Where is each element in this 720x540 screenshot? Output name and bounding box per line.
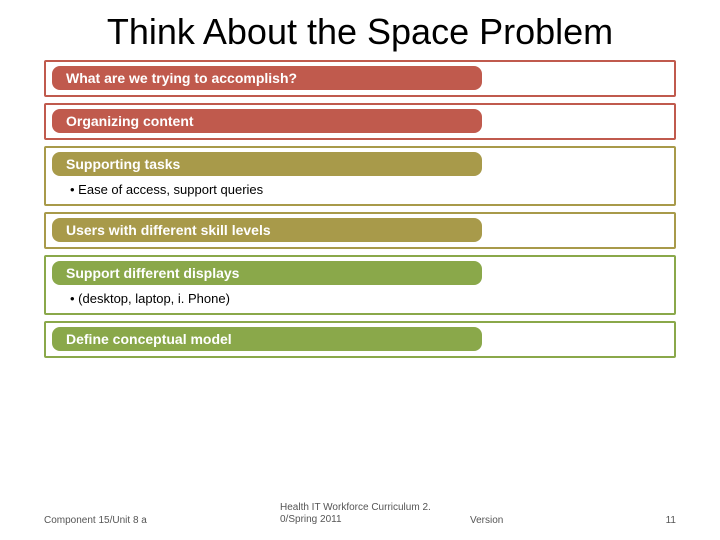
block-2: Supporting tasks • Ease of access, suppo… <box>44 146 676 206</box>
block-5: Define conceptual model <box>44 321 676 358</box>
block-pill: Define conceptual model <box>52 327 482 351</box>
block-sub-text: (desktop, laptop, i. Phone) <box>78 291 230 306</box>
block-sub: • Ease of access, support queries <box>46 176 674 199</box>
slide-title: Think About the Space Problem <box>0 0 720 60</box>
block-pill: What are we trying to accomplish? <box>52 66 482 90</box>
block-pill: Organizing content <box>52 109 482 133</box>
footer-version: Version <box>470 515 503 526</box>
block-frame: Supporting tasks • Ease of access, suppo… <box>44 146 676 206</box>
block-4: Support different displays • (desktop, l… <box>44 255 676 315</box>
block-sub-text: Ease of access, support queries <box>78 182 263 197</box>
block-1: Organizing content <box>44 103 676 140</box>
content-blocks: What are we trying to accomplish? Organi… <box>0 60 720 358</box>
block-frame: Organizing content <box>44 103 676 140</box>
block-pill: Support different displays <box>52 261 482 285</box>
block-sub: • (desktop, laptop, i. Phone) <box>46 285 674 308</box>
block-0: What are we trying to accomplish? <box>44 60 676 97</box>
block-3: Users with different skill levels <box>44 212 676 249</box>
block-frame: Define conceptual model <box>44 321 676 358</box>
block-pill: Users with different skill levels <box>52 218 482 242</box>
footer-page: 11 <box>666 515 676 526</box>
block-frame: Support different displays • (desktop, l… <box>44 255 676 315</box>
block-frame: Users with different skill levels <box>44 212 676 249</box>
footer-center: Health IT Workforce Curriculum 2. 0/Spri… <box>280 502 460 526</box>
block-pill: Supporting tasks <box>52 152 482 176</box>
footer-left: Component 15/Unit 8 a <box>44 515 147 526</box>
block-frame: What are we trying to accomplish? <box>44 60 676 97</box>
